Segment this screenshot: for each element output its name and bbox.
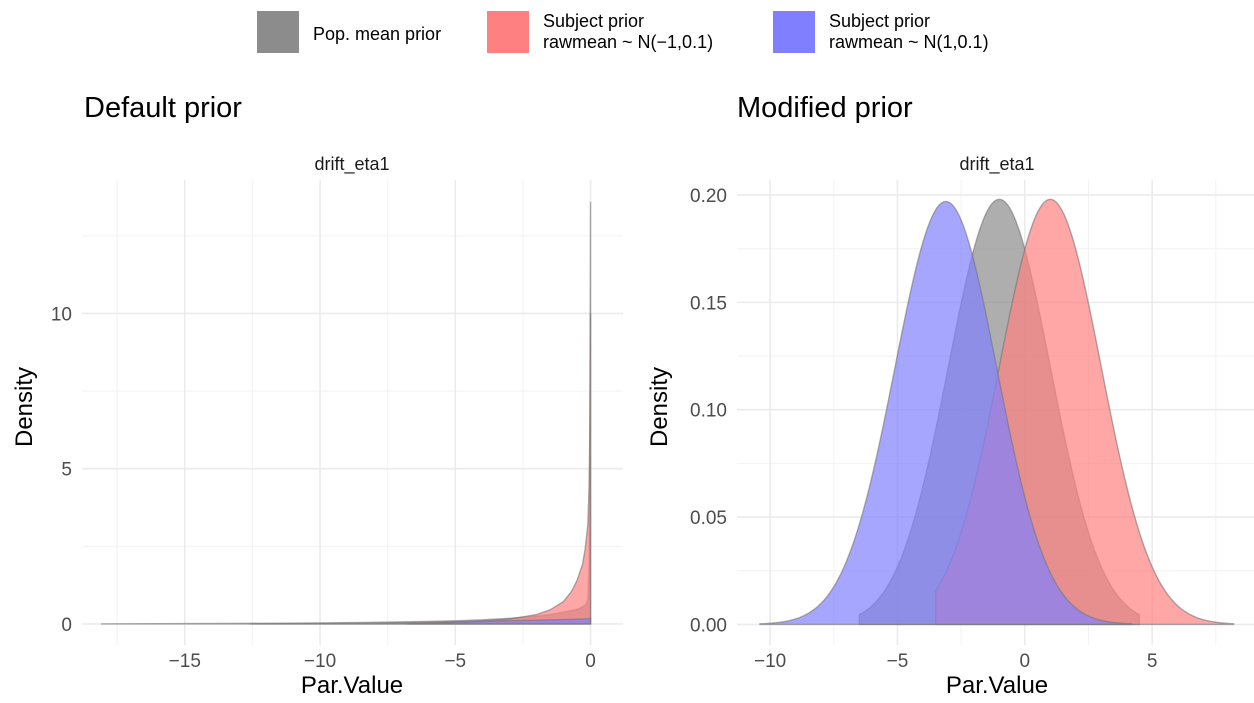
legend-label-subject-neg-line2: rawmean ~ N(−1,0.1)	[543, 32, 713, 52]
y-tick-labels: 0.00 0.05 0.10 0.15 0.20	[690, 186, 727, 636]
x-tick-label: 5	[1147, 651, 1158, 672]
facet-strip-label: drift_eta1	[959, 154, 1034, 175]
y-tick-label: 0.15	[690, 293, 727, 314]
x-axis-title: Par.Value	[946, 672, 1048, 698]
y-tick-label: 0.10	[690, 401, 727, 422]
y-tick-label: 5	[61, 460, 72, 481]
x-axis-title: Par.Value	[301, 672, 403, 698]
y-axis-title: Density	[11, 367, 38, 447]
panel-modified-prior: Modified prior drift_eta1 −10 −5 0 5 0.000.…	[646, 92, 1254, 699]
y-tick-label: 10	[51, 304, 72, 325]
x-tick-label: 0	[1019, 651, 1030, 672]
density-area-subject-pos	[406, 617, 592, 625]
x-tick-label: −5	[887, 651, 909, 672]
density-areas	[759, 198, 1235, 626]
panel-default-prior: Default prior drift_eta1 −15 −10 −5 0 0510 …	[11, 92, 623, 699]
density-area-subject-pos	[759, 200, 1133, 626]
y-tick-label: 0.20	[690, 186, 727, 207]
x-tick-label: 0	[585, 651, 596, 672]
legend-key-subject-pos	[773, 11, 815, 53]
x-tick-label: −10	[754, 651, 786, 672]
x-tick-labels: −10 −5 0 5	[754, 651, 1157, 672]
y-tick-label: 0.00	[690, 615, 727, 636]
y-tick-label: 0	[61, 615, 72, 636]
facet-strip-label: drift_eta1	[314, 154, 389, 175]
density-areas	[100, 201, 592, 625]
grid-lines	[82, 180, 623, 645]
panel-title: Modified prior	[737, 92, 913, 124]
legend-label-subject-pos-line2: rawmean ~ N(1,0.1)	[829, 32, 989, 52]
legend-label-pop-mean: Pop. mean prior	[313, 24, 441, 44]
legend-key-pop-mean	[257, 11, 299, 53]
panel-title: Default prior	[84, 92, 242, 124]
y-tick-labels: 0 5 10	[51, 304, 72, 635]
y-tick-label: 0.05	[690, 508, 727, 529]
legend-label-subject-neg-line1: Subject prior	[543, 11, 644, 31]
legend-key-subject-neg	[487, 11, 529, 53]
x-tick-label: −5	[444, 651, 466, 672]
density-area-pop-mean	[100, 201, 592, 625]
x-tick-label: −10	[304, 651, 336, 672]
legend: Pop. mean prior Subject prior rawmean ~ …	[257, 11, 989, 53]
y-axis-title: Density	[646, 367, 673, 447]
legend-label-subject-pos-line1: Subject prior	[829, 11, 930, 31]
x-tick-labels: −15 −10 −5 0	[169, 651, 596, 672]
x-tick-label: −15	[169, 651, 201, 672]
